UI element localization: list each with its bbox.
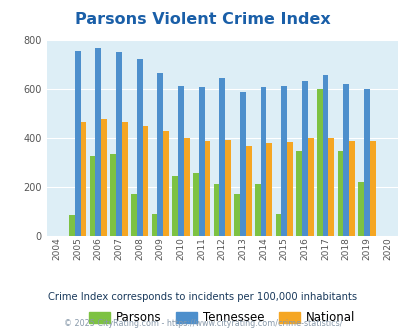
Bar	[172, 176, 178, 236]
Bar	[131, 194, 136, 236]
Bar	[239, 92, 245, 236]
Bar	[363, 89, 369, 236]
Bar	[275, 214, 281, 236]
Bar	[136, 59, 142, 236]
Legend: Parsons, Tennessee, National: Parsons, Tennessee, National	[84, 307, 359, 329]
Bar	[301, 81, 307, 236]
Bar	[69, 215, 75, 236]
Bar	[80, 122, 86, 236]
Bar	[151, 214, 157, 236]
Bar	[322, 75, 328, 236]
Bar	[213, 184, 219, 236]
Bar	[357, 182, 363, 236]
Bar	[116, 52, 121, 236]
Bar	[337, 151, 343, 236]
Bar	[183, 138, 189, 236]
Bar	[316, 89, 322, 236]
Bar	[266, 143, 272, 236]
Bar	[110, 154, 116, 236]
Bar	[369, 142, 375, 236]
Bar	[307, 138, 313, 236]
Bar	[225, 140, 230, 236]
Bar	[219, 78, 225, 236]
Bar	[204, 141, 210, 236]
Bar	[260, 87, 266, 236]
Bar	[328, 138, 333, 236]
Bar	[75, 50, 80, 236]
Bar	[142, 125, 148, 236]
Bar	[198, 87, 204, 236]
Bar	[281, 86, 286, 236]
Bar	[101, 119, 107, 236]
Bar	[90, 156, 95, 236]
Text: Parsons Violent Crime Index: Parsons Violent Crime Index	[75, 12, 330, 26]
Bar	[178, 86, 183, 236]
Bar	[343, 84, 348, 236]
Bar	[163, 131, 168, 236]
Bar	[348, 142, 354, 236]
Bar	[192, 173, 198, 236]
Text: Crime Index corresponds to incidents per 100,000 inhabitants: Crime Index corresponds to incidents per…	[48, 292, 357, 302]
Bar	[157, 73, 163, 236]
Bar	[286, 142, 292, 236]
Bar	[245, 147, 251, 236]
Bar	[95, 48, 101, 236]
Bar	[254, 184, 260, 236]
Bar	[234, 194, 239, 236]
Bar	[122, 122, 127, 236]
Text: © 2025 CityRating.com - https://www.cityrating.com/crime-statistics/: © 2025 CityRating.com - https://www.city…	[64, 319, 341, 328]
Bar	[296, 151, 301, 236]
